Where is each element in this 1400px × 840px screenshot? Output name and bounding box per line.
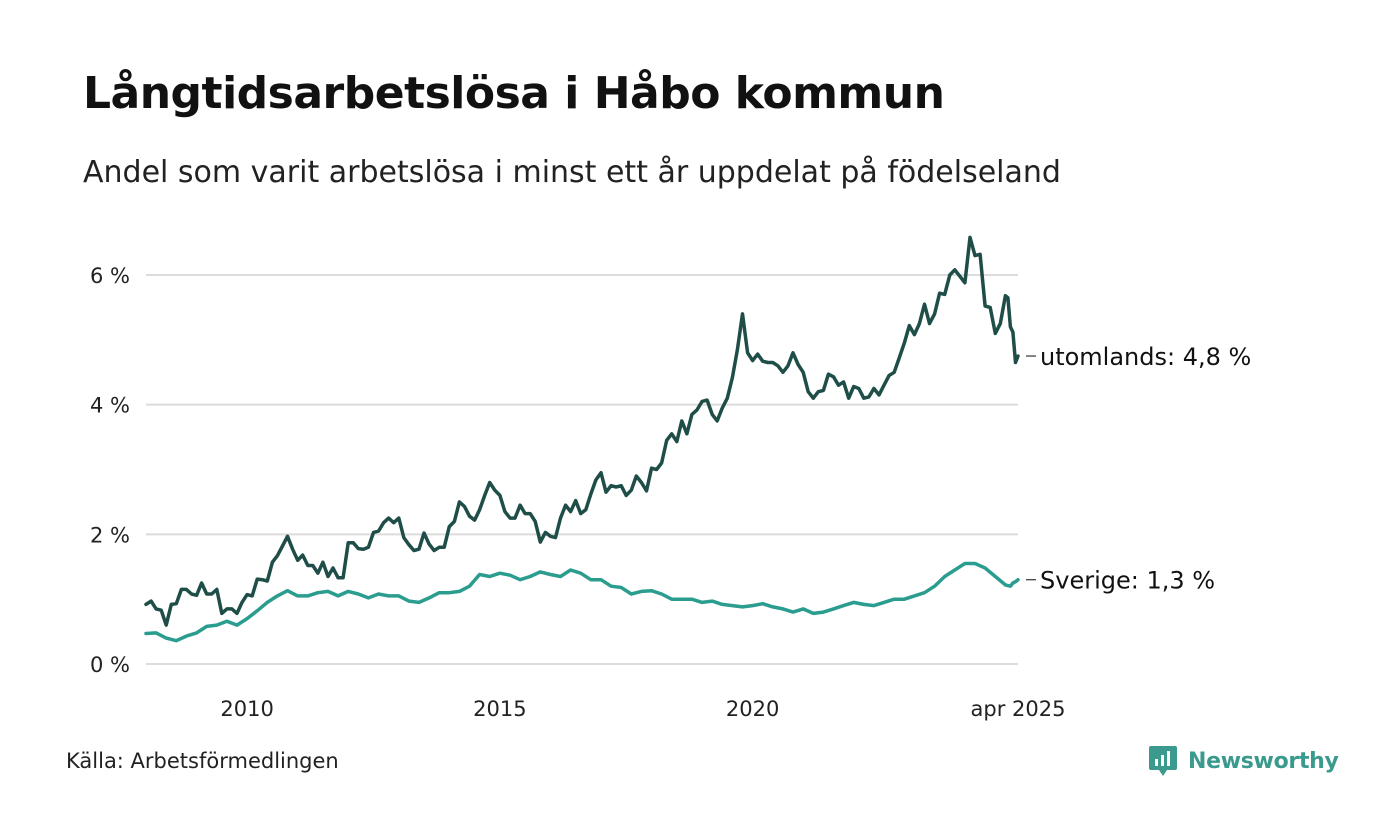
x-tick-label: 2010 [220,697,273,721]
end-label-utomlands: utomlands: 4,8 % [1040,343,1251,371]
x-tick-label: 2015 [473,697,526,721]
y-axis-ticks: 0 % 2 % 4 % 6 % [90,264,130,677]
x-tick-label: 2020 [726,697,779,721]
y-tick-label: 4 % [90,394,130,418]
series-line-utomlands [144,235,1020,627]
y-tick-label: 6 % [90,264,130,288]
brand-name: Newsworthy [1188,748,1339,774]
newsworthy-logo-icon [1149,746,1177,776]
end-label-sverige: Sverige: 1,3 % [1040,567,1215,595]
y-tick-label: 0 % [90,653,130,677]
grid-lines [146,274,1018,665]
series-end-labels: utomlands: 4,8 % Sverige: 1,3 % [1026,343,1251,595]
series-line-sverige [144,561,1020,643]
source-note: Källa: Arbetsförmedlingen [66,749,339,773]
brand-logo: Newsworthy [1148,744,1339,778]
x-tick-label: apr 2025 [971,697,1066,721]
series-lines [144,235,1020,643]
chart-title: Långtidsarbetslösa i Håbo kommun [83,68,945,119]
y-tick-label: 2 % [90,523,130,547]
x-axis-ticks: 2010 2015 2020 apr 2025 [220,697,1065,721]
chart-subtitle: Andel som varit arbetslösa i minst ett å… [83,155,1061,190]
